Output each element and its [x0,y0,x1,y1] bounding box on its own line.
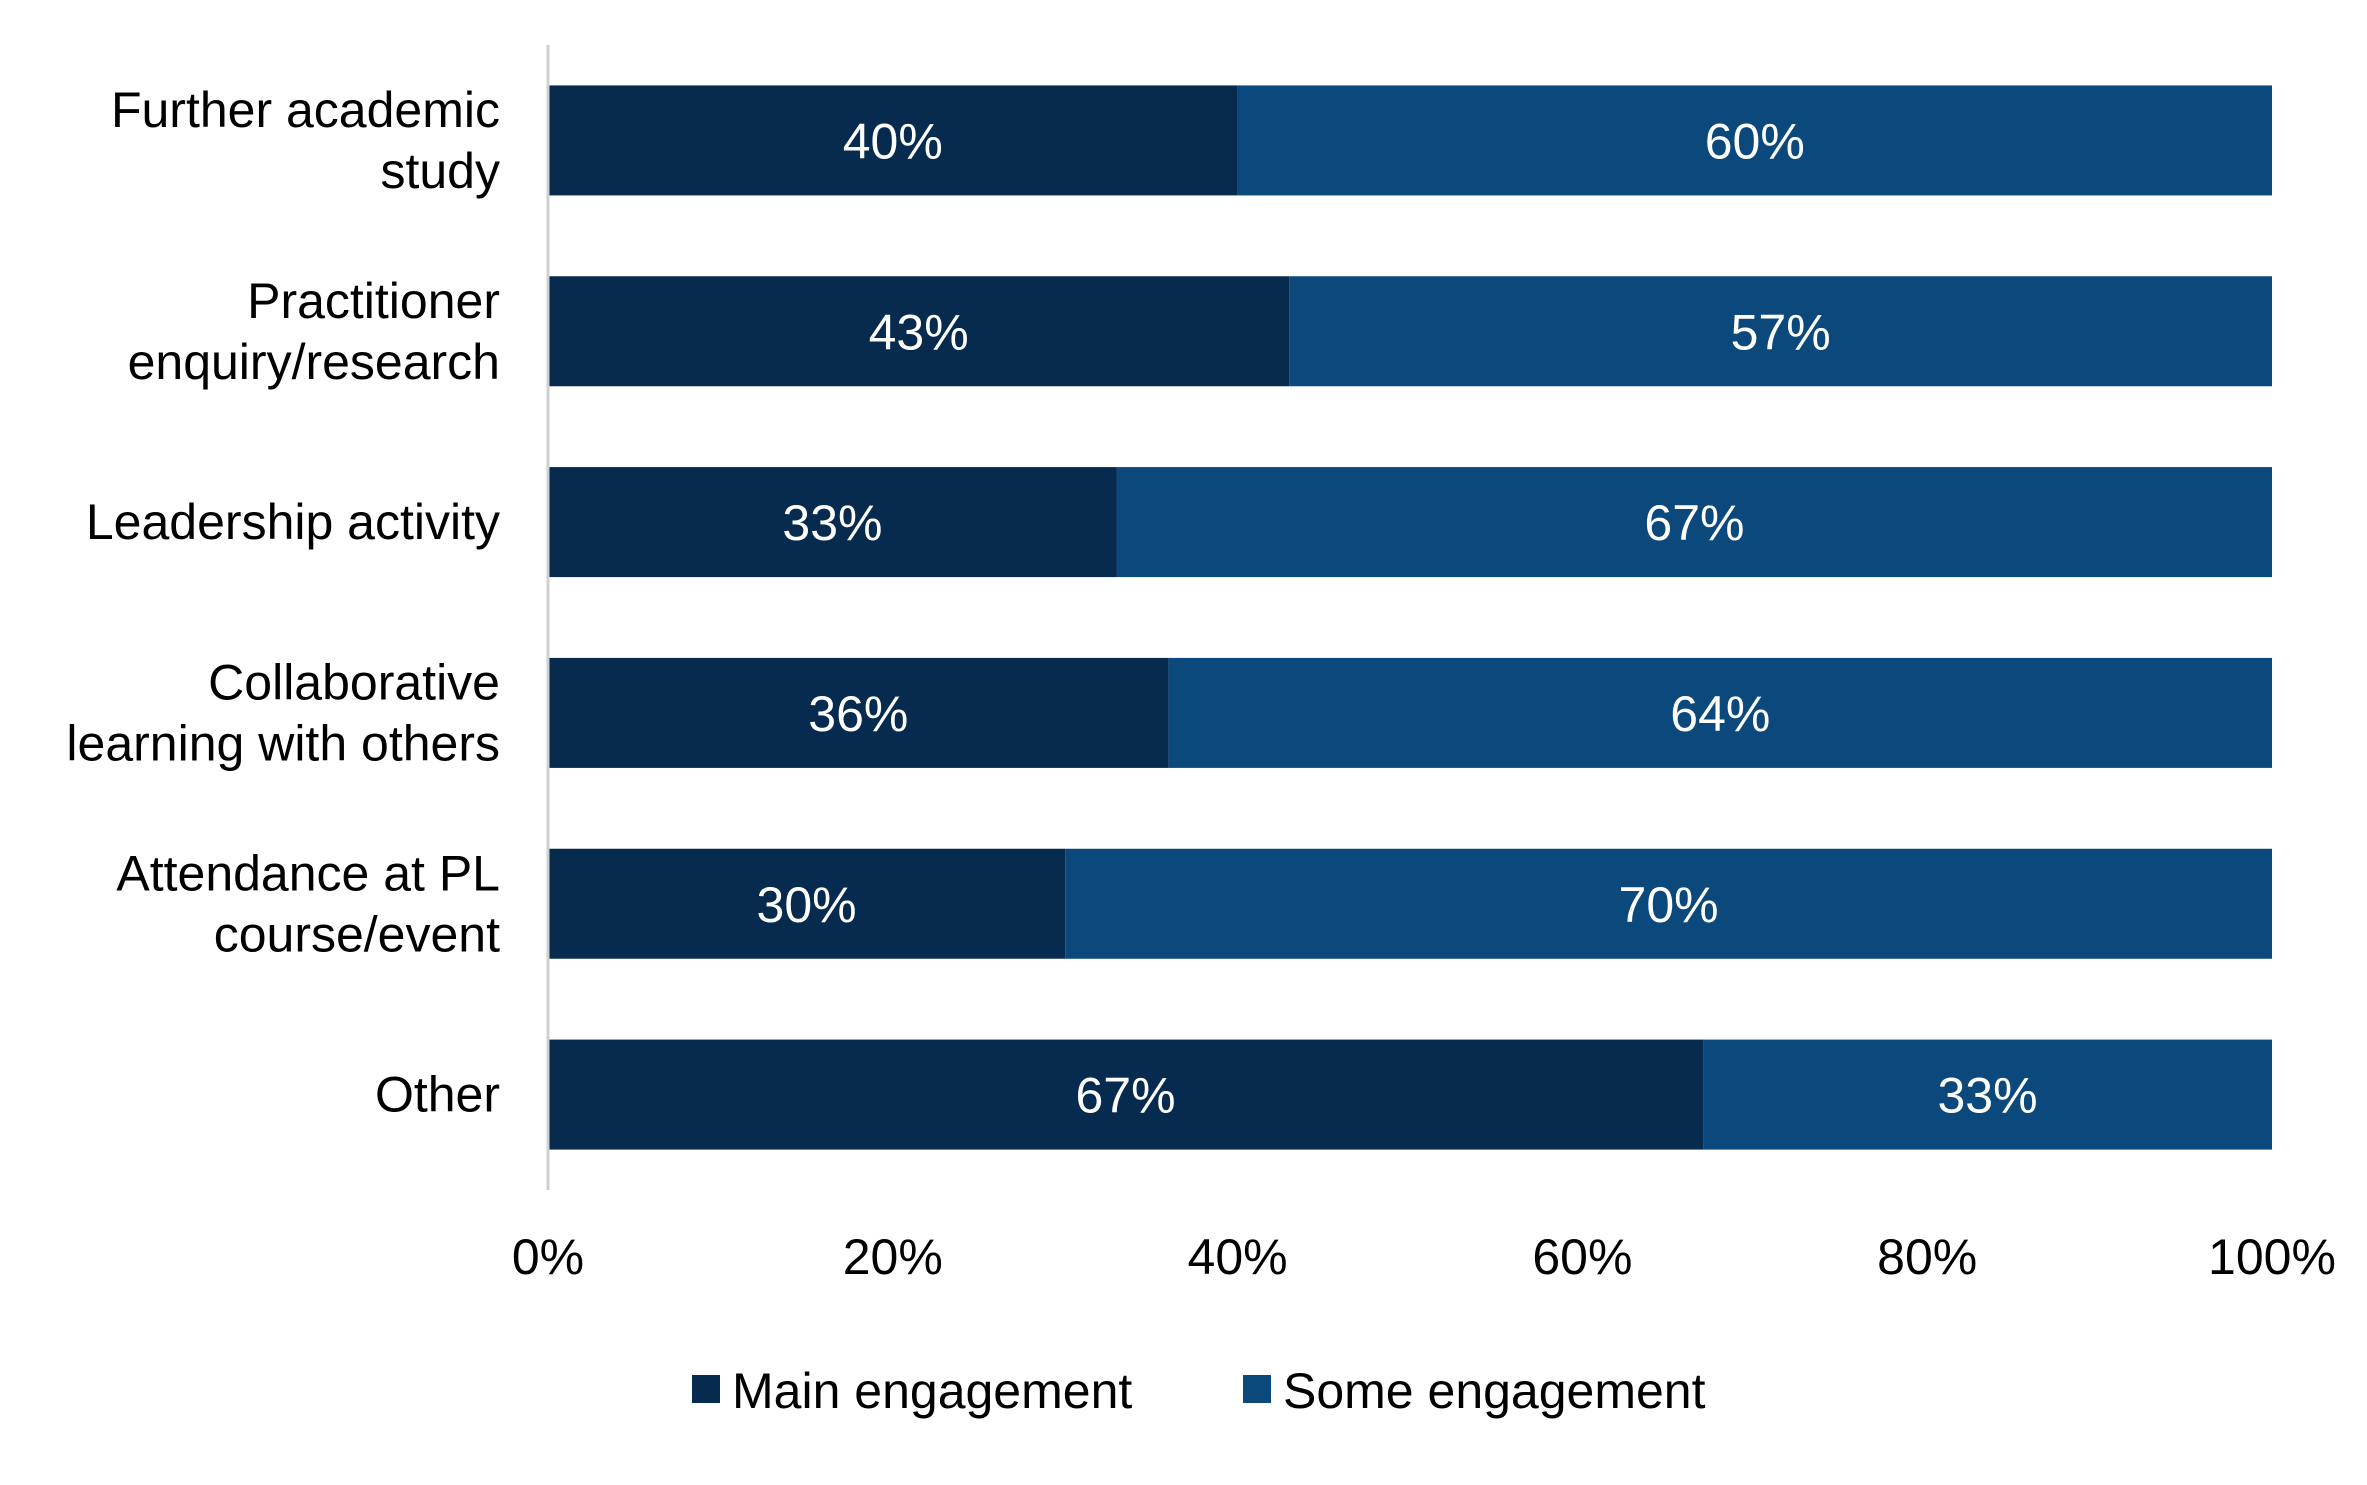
bar-label-some-4: 70% [1619,877,1719,933]
category-label-line: study [380,143,500,199]
bars-layer [548,85,2272,1150]
bar-main-5 [548,1039,1704,1150]
x-tick-label-0: 0% [512,1229,584,1285]
bar-main-2 [548,467,1117,578]
legend-label-main: Main engagement [732,1363,1132,1419]
legend: Main engagement Some engagement [692,1363,1706,1419]
bar-some-2 [1116,467,2272,578]
category-label-5: Other [375,1067,500,1123]
category-label-line: Other [375,1067,500,1123]
category-label-line: learning with others [66,715,500,771]
category-label-0: Further academic study [111,82,500,199]
x-tick-label-4: 80% [1877,1229,1977,1285]
bar-main-3 [548,657,1169,768]
bar-label-main-3: 36% [808,686,908,742]
category-label-line: enquiry/research [128,334,500,390]
x-tick-label-2: 40% [1188,1229,1288,1285]
bar-label-some-3: 64% [1670,686,1770,742]
bar-label-some-5: 33% [1938,1068,2038,1124]
bar-some-3 [1168,657,2272,768]
legend-label-some: Some engagement [1283,1363,1706,1419]
category-label-line: Collaborative [208,654,500,710]
bar-label-some-1: 57% [1731,304,1831,360]
category-label-3: Collaborative learning with others [66,654,500,771]
bar-label-main-4: 30% [757,877,857,933]
legend-swatch-main [692,1375,720,1403]
bar-main-4 [548,848,1066,959]
category-labels: Further academic study Practitioner enquiry… [66,82,500,1123]
bar-some-0 [1237,85,2272,196]
bar-label-some-0: 60% [1705,113,1805,169]
bar-some-5 [1703,1039,2272,1150]
bar-main-0 [548,85,1238,196]
x-tick-labels: 0% 20% 40% 60% 80% 100% [512,1229,2336,1285]
bar-label-main-1: 43% [869,304,969,360]
bar-some-4 [1065,848,2272,959]
bar-label-main-0: 40% [843,113,943,169]
x-tick-label-1: 20% [843,1229,943,1285]
bar-some-1 [1289,276,2272,387]
category-label-line: Further academic [111,82,500,138]
legend-swatch-some [1243,1375,1271,1403]
x-tick-label-3: 60% [1532,1229,1632,1285]
bar-label-main-5: 67% [1076,1068,1176,1124]
category-label-line: course/event [214,906,500,962]
category-label-1: Practitioner enquiry/research [128,273,500,390]
x-tick-label-5: 100% [2208,1229,2336,1285]
category-label-4: Attendance at PL course/event [116,845,500,962]
category-label-line: Attendance at PL [116,845,500,901]
bar-labels-layer: 40% 60% 43% 57% 33% 67% 36% 64% 30% 70% 67% 33% [757,113,2038,1123]
bar-label-main-2: 33% [782,495,882,551]
bar-label-some-2: 67% [1644,495,1744,551]
category-label-line: Leadership activity [86,494,500,550]
bar-main-1 [548,276,1290,387]
category-label-line: Practitioner [247,273,500,329]
category-label-2: Leadership activity [86,494,500,550]
